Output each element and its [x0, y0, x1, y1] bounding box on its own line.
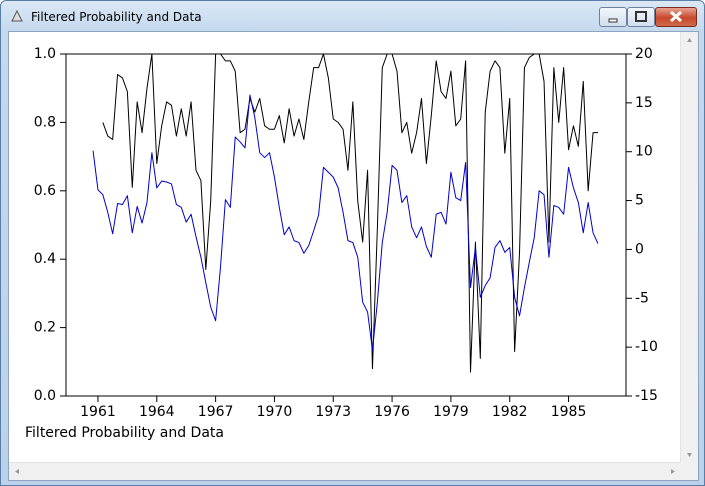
- y-tick-label: 0.6: [34, 183, 56, 199]
- scroll-corner: [681, 463, 698, 480]
- x-tick-label: 1967: [198, 404, 234, 420]
- title-bar: Filtered Probability and Data: [1, 1, 704, 31]
- window-title: Filtered Probability and Data: [31, 10, 202, 24]
- y-tick-label: 0.2: [34, 320, 56, 336]
- y-tick-label: 0.0: [34, 388, 56, 404]
- y-tick-label: 1.0: [34, 46, 56, 62]
- chart: Filtered Probability and Data 0.0 0.2 0.4 0…: [25, 46, 658, 441]
- hscroll-arrows: [15, 469, 675, 474]
- minimize-button[interactable]: [599, 7, 627, 27]
- app-icon: [11, 9, 23, 22]
- y2-tick-label: 5: [635, 193, 644, 209]
- close-glyph: [669, 10, 683, 23]
- vscroll-arrows: [687, 38, 692, 457]
- x-tick-label: 1985: [551, 404, 587, 420]
- y-tick-label: 0.4: [34, 251, 56, 267]
- plot-frame: [65, 53, 627, 397]
- y-tick-label: 0.8: [34, 114, 56, 130]
- minimize-glyph: [608, 18, 618, 23]
- y2-tick-label: -15: [635, 388, 658, 404]
- x-tick-label: 1970: [257, 404, 293, 420]
- maximize-glyph: [635, 11, 647, 22]
- x-tick-label: 1982: [492, 404, 528, 420]
- x-tick-label: 1979: [433, 404, 469, 420]
- series-line: [92, 94, 599, 351]
- x-tick-label: 1973: [315, 404, 351, 420]
- y2-tick-label: 20: [635, 46, 653, 62]
- y2-tick-label: 0: [635, 241, 644, 257]
- vertical-scrollbar[interactable]: [680, 32, 698, 463]
- client-area: Filtered Probability and Data 0.0 0.2 0.4 0…: [8, 31, 699, 481]
- x-tick-label: 1976: [374, 404, 410, 420]
- y2-tick-label: 15: [635, 95, 653, 111]
- close-button[interactable]: [655, 7, 697, 27]
- y2-tick-label: -10: [635, 339, 658, 355]
- x-tick-label: 1961: [80, 404, 116, 420]
- maximize-button[interactable]: [627, 7, 655, 27]
- x-tick-label: 1964: [139, 404, 175, 420]
- chart-caption: Filtered Probability and Data: [25, 425, 224, 441]
- y2-tick-label: -5: [635, 290, 649, 306]
- y2-tick-label: 10: [635, 144, 653, 160]
- horizontal-scrollbar[interactable]: [9, 462, 681, 480]
- series-line: [102, 53, 598, 373]
